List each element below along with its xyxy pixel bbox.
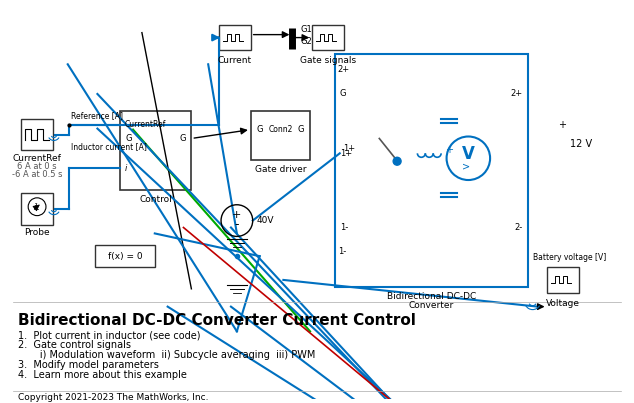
Text: V: V bbox=[462, 145, 475, 163]
Text: >: > bbox=[462, 161, 470, 171]
Text: Voltage: Voltage bbox=[547, 299, 580, 308]
Text: G1: G1 bbox=[300, 25, 312, 34]
Text: 12 V: 12 V bbox=[570, 139, 592, 150]
Text: 2-: 2- bbox=[514, 223, 523, 232]
FancyBboxPatch shape bbox=[250, 111, 310, 160]
Text: 2+: 2+ bbox=[338, 65, 350, 74]
FancyBboxPatch shape bbox=[22, 119, 53, 150]
Text: 1+: 1+ bbox=[340, 149, 352, 158]
FancyBboxPatch shape bbox=[96, 245, 155, 267]
Text: 2.  Gate control signals: 2. Gate control signals bbox=[18, 340, 131, 350]
Text: 1.  Plot current in inductor (see code): 1. Plot current in inductor (see code) bbox=[18, 330, 201, 341]
Text: Bidirectional DC-DC: Bidirectional DC-DC bbox=[387, 292, 476, 301]
Text: G: G bbox=[180, 134, 186, 143]
Text: Bidirectional DC-DC Converter Current Control: Bidirectional DC-DC Converter Current Co… bbox=[18, 313, 416, 328]
Text: Probe: Probe bbox=[24, 229, 50, 237]
Text: G: G bbox=[257, 125, 263, 134]
Text: G2: G2 bbox=[300, 37, 312, 46]
Text: Current: Current bbox=[218, 56, 252, 65]
Text: 1+: 1+ bbox=[343, 144, 355, 153]
Text: -6 A at 0.5 s: -6 A at 0.5 s bbox=[12, 170, 62, 179]
Text: +: + bbox=[559, 120, 566, 130]
Text: Conn2: Conn2 bbox=[269, 125, 293, 134]
Text: 6 A at 0 s: 6 A at 0 s bbox=[17, 162, 57, 171]
Text: 1-: 1- bbox=[340, 223, 348, 232]
Text: iL: iL bbox=[34, 203, 41, 212]
Text: Gate driver: Gate driver bbox=[255, 165, 306, 174]
Text: i: i bbox=[125, 164, 127, 172]
FancyBboxPatch shape bbox=[120, 111, 191, 190]
Text: G: G bbox=[297, 125, 304, 134]
Text: Reference [A]: Reference [A] bbox=[71, 111, 123, 120]
Text: 3.  Modify model parameters: 3. Modify model parameters bbox=[18, 360, 159, 370]
FancyBboxPatch shape bbox=[335, 54, 527, 287]
Text: f(x) = 0: f(x) = 0 bbox=[108, 252, 143, 261]
FancyBboxPatch shape bbox=[219, 25, 250, 50]
Text: CurrentRef: CurrentRef bbox=[125, 120, 167, 129]
Text: Inductor current [A]: Inductor current [A] bbox=[71, 142, 146, 151]
Text: Battery voltage [V]: Battery voltage [V] bbox=[533, 253, 606, 262]
FancyBboxPatch shape bbox=[312, 25, 344, 50]
FancyBboxPatch shape bbox=[548, 267, 579, 293]
Circle shape bbox=[393, 157, 401, 165]
Text: Gate signals: Gate signals bbox=[300, 56, 356, 65]
Text: +: + bbox=[444, 145, 453, 155]
Text: 2+: 2+ bbox=[510, 89, 523, 98]
Text: CurrentRef: CurrentRef bbox=[13, 154, 61, 163]
Text: -: - bbox=[235, 218, 239, 231]
Text: Copyright 2021-2023 The MathWorks, Inc.: Copyright 2021-2023 The MathWorks, Inc. bbox=[18, 393, 209, 402]
Text: Control: Control bbox=[139, 195, 172, 204]
Text: 40V: 40V bbox=[257, 216, 274, 225]
Text: 1-: 1- bbox=[338, 247, 346, 256]
Text: G: G bbox=[340, 89, 346, 98]
Text: i) Modulation waveform  ii) Subcycle averaging  iii) PWM: i) Modulation waveform ii) Subcycle aver… bbox=[18, 350, 316, 360]
FancyBboxPatch shape bbox=[22, 193, 53, 224]
Text: G: G bbox=[125, 134, 132, 143]
Text: 4.  Learn more about this example: 4. Learn more about this example bbox=[18, 370, 187, 380]
Text: Converter: Converter bbox=[409, 301, 454, 310]
Text: +: + bbox=[232, 210, 242, 220]
